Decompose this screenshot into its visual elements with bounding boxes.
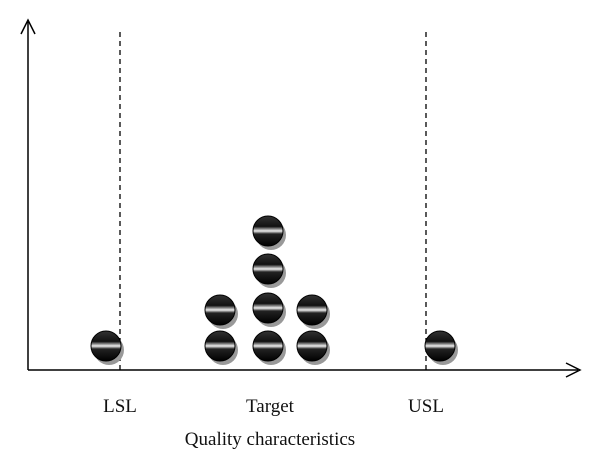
usl-label: USL	[408, 396, 444, 417]
target-label: Target	[246, 396, 295, 417]
balls	[90, 215, 459, 366]
lsl-label: LSL	[103, 396, 137, 417]
axes	[20, 18, 582, 378]
spec-limit-lines	[119, 32, 427, 370]
axis-title: Quality characteristics	[185, 429, 355, 450]
